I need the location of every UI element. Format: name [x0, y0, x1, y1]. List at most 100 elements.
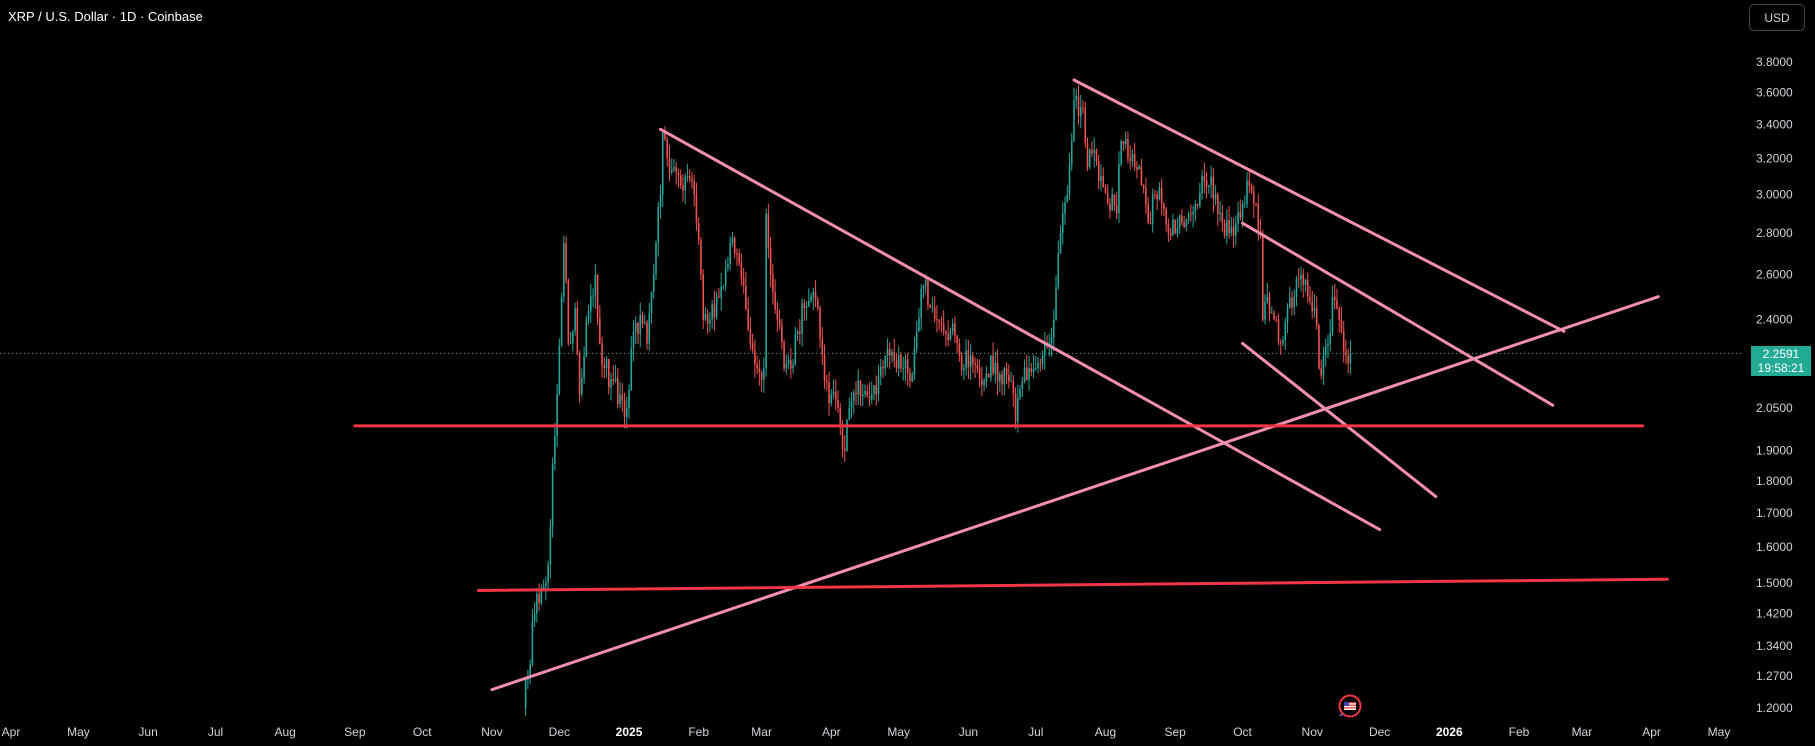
candle: [1190, 204, 1192, 223]
candle-body: [994, 362, 997, 374]
candle: [1239, 199, 1242, 221]
candle: [1050, 327, 1053, 357]
candle: [1133, 142, 1136, 171]
candle: [619, 381, 621, 408]
candle: [913, 336, 916, 381]
candle: [1324, 338, 1327, 367]
candle-body: [1059, 232, 1062, 254]
candle: [1270, 306, 1273, 314]
trend-line-3[interactable]: [1241, 221, 1555, 407]
candle: [1226, 209, 1228, 245]
candle-body: [873, 385, 875, 395]
drawing-layer[interactable]: [353, 78, 1669, 692]
trend-line-2[interactable]: [1072, 78, 1566, 333]
candle: [904, 354, 907, 382]
candle: [628, 383, 630, 419]
candle: [1113, 193, 1116, 211]
candle-body: [1345, 350, 1347, 356]
candle-body: [592, 295, 594, 297]
candle: [729, 236, 731, 271]
candle-body: [1333, 296, 1336, 301]
candle-body: [661, 132, 664, 195]
candle-body: [1257, 203, 1260, 233]
candle: [960, 351, 963, 376]
candle-body: [924, 279, 927, 286]
trend-line-7[interactable]: [476, 577, 1669, 592]
time-tick-label: Aug: [1095, 725, 1116, 739]
candle: [787, 355, 790, 370]
candle: [799, 318, 801, 345]
candle: [933, 296, 936, 323]
candle: [1005, 362, 1008, 385]
candle-body: [817, 299, 819, 308]
candle: [1217, 192, 1219, 227]
candle: [967, 339, 970, 380]
candle: [1035, 356, 1037, 371]
time-tick-label: Oct: [413, 725, 432, 739]
candle-body: [682, 185, 684, 191]
candle: [1306, 272, 1309, 303]
time-tick-label: Nov: [1302, 725, 1323, 739]
candle: [536, 587, 538, 623]
candle-body: [533, 613, 536, 621]
candle-body: [850, 400, 853, 408]
candle-body: [700, 240, 702, 275]
candle-body: [1032, 368, 1035, 373]
candle: [1028, 355, 1030, 391]
candle-body: [751, 343, 754, 350]
candle: [616, 368, 619, 409]
candle-body: [1266, 296, 1269, 303]
candle-body: [785, 364, 788, 369]
candle: [992, 342, 994, 376]
candle-body: [1066, 194, 1069, 203]
candle: [727, 256, 729, 272]
candle-body: [792, 364, 794, 369]
trend-line-1[interactable]: [658, 127, 1382, 532]
candle: [684, 173, 687, 205]
time-tick-label: Dec: [1369, 725, 1390, 739]
candle: [740, 253, 743, 286]
candle: [1131, 149, 1134, 167]
candle-body: [823, 354, 826, 382]
candle-body: [594, 274, 597, 296]
time-tick-label: Sep: [344, 725, 366, 739]
candle-body: [596, 274, 599, 318]
candle-body: [947, 334, 949, 340]
candle: [1061, 202, 1064, 245]
candle: [956, 334, 958, 354]
candle-body: [574, 307, 576, 332]
us-flag-event-icon[interactable]: [1338, 694, 1362, 718]
time-tick-label: Apr: [2, 725, 21, 739]
candle-body: [1196, 203, 1199, 206]
candle: [1088, 148, 1091, 170]
time-axis[interactable]: Apr May Jun Jul Aug Sep Oct Nov Dec 2025 Feb Mar Apr…: [2, 725, 1731, 739]
candle-body: [1012, 381, 1015, 394]
candle-body: [1187, 213, 1190, 220]
candle-body: [691, 178, 693, 182]
candle: [945, 329, 947, 347]
candle-body: [990, 355, 992, 378]
candlestick-series[interactable]: [524, 85, 1352, 716]
price-tick-label: 2.6000: [1756, 268, 1793, 282]
candle: [724, 259, 727, 292]
candle-body: [1313, 307, 1316, 312]
candle: [1300, 266, 1302, 292]
currency-button[interactable]: USD: [1749, 4, 1805, 31]
candle-body: [1241, 203, 1244, 218]
candle: [702, 269, 704, 329]
candle-body: [713, 304, 716, 318]
candle-body: [551, 463, 554, 527]
candle: [1001, 370, 1003, 396]
candle: [1210, 165, 1212, 199]
candle-body: [1122, 141, 1125, 145]
candle: [1010, 371, 1012, 383]
price-tick-label: 3.0000: [1756, 187, 1793, 201]
candle: [1136, 161, 1138, 179]
candle: [983, 378, 985, 392]
trend-line-4[interactable]: [1241, 341, 1438, 499]
candle-body: [754, 349, 756, 365]
trend-line-5[interactable]: [490, 295, 1660, 692]
candle-body: [639, 314, 642, 335]
candle: [1003, 366, 1006, 396]
